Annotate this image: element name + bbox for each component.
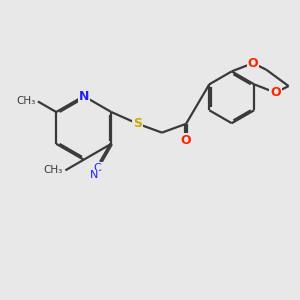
- Text: O: O: [270, 86, 281, 99]
- Text: S: S: [133, 117, 142, 130]
- Text: O: O: [248, 57, 258, 70]
- Text: O: O: [181, 134, 191, 147]
- Text: CH₃: CH₃: [44, 165, 63, 175]
- Text: N: N: [79, 90, 89, 103]
- Text: N: N: [89, 170, 98, 180]
- Text: CH₃: CH₃: [16, 96, 35, 106]
- Text: C: C: [94, 163, 102, 173]
